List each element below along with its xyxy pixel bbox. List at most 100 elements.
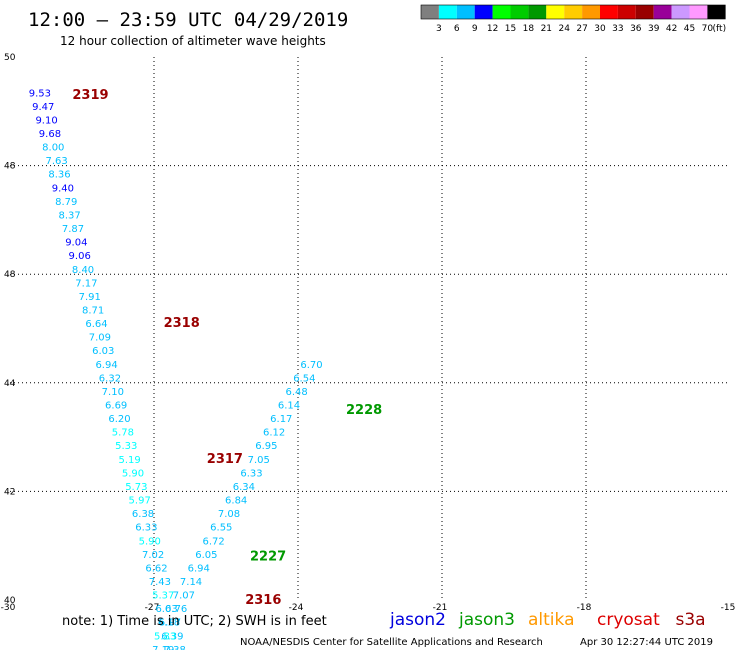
swh-point-label: 6.03 xyxy=(92,346,114,357)
colorbar-cell xyxy=(546,5,565,19)
colorbar-frame xyxy=(420,4,726,20)
y-tick-label: 42 xyxy=(4,487,15,497)
colorbar-cell xyxy=(653,5,672,19)
colorbar-tick-label: 3 xyxy=(436,24,442,34)
swh-point-label: 7.91 xyxy=(79,292,101,303)
colorbar-cell xyxy=(689,5,708,19)
swh-point-label: 9.10 xyxy=(35,115,57,126)
swh-point-label: 8.71 xyxy=(82,305,104,316)
swh-point-label: 6.97 xyxy=(159,618,181,629)
chart-title: 12:00 – 23:59 UTC 04/29/2019 xyxy=(28,9,348,31)
swh-point-label: 6.62 xyxy=(145,563,167,574)
colorbar-tick-label: 36 xyxy=(630,24,642,34)
legend-entry-s3a: s3a xyxy=(676,610,706,630)
swh-point-label: 6.20 xyxy=(108,414,130,425)
swh-point-label: 7.10 xyxy=(102,387,124,398)
swh-point-label: 5.37 xyxy=(152,591,174,602)
swh-point-label: 5.78 xyxy=(112,428,134,439)
colorbar-cell xyxy=(510,5,529,19)
colorbar-tick-label: 70 xyxy=(702,24,714,34)
swh-point-label: 8.36 xyxy=(48,170,70,181)
sensor-legend: jason2 jason3 altika cryosat s3a xyxy=(389,610,706,630)
colorbar-unit: (ft) xyxy=(713,24,727,34)
swh-point-label: 6.54 xyxy=(293,373,315,384)
swh-point-label: 7.02 xyxy=(142,550,164,561)
colorbar-cell xyxy=(438,5,457,19)
track-id-label: 2316 xyxy=(245,593,281,608)
colorbar-tick-label: 45 xyxy=(684,24,695,34)
x-tick-label: -21 xyxy=(433,603,448,613)
colorbar-cell xyxy=(582,5,600,19)
swh-point-label: 6.94 xyxy=(95,360,117,371)
swh-point-label: 6.17 xyxy=(270,414,292,425)
chart-subtitle: 12 hour collection of altimeter wave hei… xyxy=(60,34,326,48)
swh-point-label: 6.33 xyxy=(240,468,262,479)
swh-point-label: 7.17 xyxy=(75,278,97,289)
colorbar-cell xyxy=(564,5,583,19)
swh-point-label: 5.83 xyxy=(154,631,176,642)
swh-point-label: 9.47 xyxy=(32,102,54,113)
swh-point-label: 5.90 xyxy=(139,536,161,547)
colorbar-tick-label: 15 xyxy=(505,24,516,34)
swh-point-label: 7.07 xyxy=(173,591,195,602)
legend-entry-cryosat: cryosat xyxy=(597,610,660,630)
footer-timestamp: Apr 30 12:27:44 UTC 2019 xyxy=(580,637,713,648)
swh-point-label: 5.73 xyxy=(125,482,147,493)
x-tick-label: -15 xyxy=(721,603,736,613)
swh-point-label: 6.76 xyxy=(165,604,187,615)
y-tick-label: 40 xyxy=(4,596,16,606)
colorbar-tick-label: 9 xyxy=(472,24,478,34)
track-id-label: 2319 xyxy=(72,88,108,103)
swh-point-label: 8.00 xyxy=(42,143,64,154)
swh-point-label: 6.84 xyxy=(225,496,247,507)
y-tick-label: 44 xyxy=(4,379,16,389)
swh-point-label: 9.53 xyxy=(29,88,51,99)
swh-point-label: 6.39 xyxy=(161,631,183,642)
swh-point-label: 6.69 xyxy=(105,401,127,412)
y-tick-label: 48 xyxy=(4,162,16,172)
footer-credit: NOAA/NESDIS Center for Satellite Applica… xyxy=(240,637,543,648)
colorbar-tick-label: 27 xyxy=(576,24,587,34)
colorbar-tick-label: 6 xyxy=(454,24,460,34)
legend-entry-altika: altika xyxy=(528,610,575,630)
swh-point-label: 5.19 xyxy=(118,455,140,466)
swh-point-label: 6.14 xyxy=(278,401,300,412)
colorbar-tick-label: 39 xyxy=(648,24,660,34)
colorbar-tick-label: 12 xyxy=(487,24,498,34)
swh-point-label: 6.94 xyxy=(188,563,210,574)
swh-point-label: 5.97 xyxy=(129,496,151,507)
colorbar-tick-label: 18 xyxy=(523,24,535,34)
swh-point-label: 7.19 xyxy=(152,645,174,650)
y-tick-label: 48 xyxy=(4,270,16,280)
colorbar-cell xyxy=(421,5,439,19)
swh-point-label: 6.34 xyxy=(233,482,255,493)
colorbar-cell xyxy=(474,5,493,19)
colorbar-cell xyxy=(617,5,636,19)
legend-entry-jason3: jason3 xyxy=(458,610,515,630)
colorbar-cell xyxy=(600,5,618,19)
swh-point-label: 5.33 xyxy=(115,441,137,452)
swh-point-label: 7.05 xyxy=(248,455,270,466)
swh-point-label: 7.87 xyxy=(62,224,84,235)
swh-point-label: 6.64 xyxy=(85,319,107,330)
legend-entry-jason2: jason2 xyxy=(389,610,446,630)
swh-point-label: 6.95 xyxy=(255,441,277,452)
swh-point-label: 9.68 xyxy=(39,129,61,140)
colorbar-cell xyxy=(671,5,690,19)
y-tick-label: 50 xyxy=(4,53,16,63)
swh-point-label: 8.37 xyxy=(58,210,80,221)
swh-point-label: 7.14 xyxy=(180,577,202,588)
colorbar-cell xyxy=(456,5,475,19)
swh-point-label: 6.70 xyxy=(300,360,322,371)
colorbar-tick-label: 24 xyxy=(558,24,570,34)
swh-point-label: 6.72 xyxy=(202,536,224,547)
swh-point-label: 6.32 xyxy=(99,373,121,384)
swh-point-label: 8.40 xyxy=(72,265,94,276)
track-id-label: 2318 xyxy=(164,316,200,331)
colorbar-tick-label: 21 xyxy=(541,24,552,34)
colorbar-tick-label: 42 xyxy=(666,24,677,34)
swh-point-label: 9.06 xyxy=(69,251,91,262)
colorbar-cell xyxy=(492,5,511,19)
